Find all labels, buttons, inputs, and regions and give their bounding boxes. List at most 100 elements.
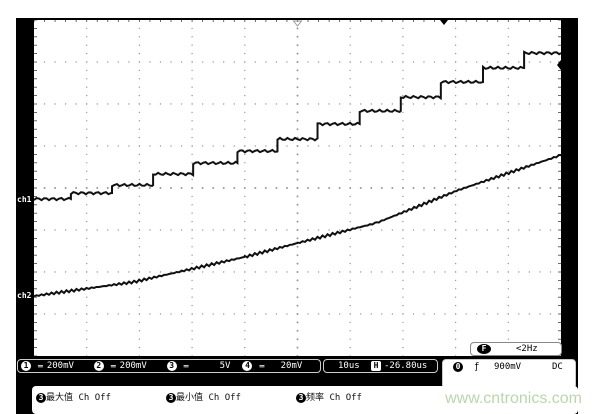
grid-dot (159, 145, 162, 147)
grid-dot (86, 78, 88, 80)
grid-dot (349, 178, 351, 181)
grid-dot (370, 313, 372, 315)
grid-dot (138, 212, 141, 214)
grid-dot (307, 271, 309, 273)
measurement-freq[interactable]: 3 频率 Ch Off (296, 390, 362, 403)
grid-dot (539, 61, 541, 63)
grid-dot (296, 94, 299, 97)
grid-dot (454, 304, 457, 307)
grid-dot (138, 170, 141, 172)
grid-dot (149, 145, 151, 147)
grid-dot (43, 61, 46, 63)
grid-dot (507, 128, 509, 130)
measurement-max[interactable]: 3 最大值 Ch Off (36, 390, 111, 403)
grid-dot (507, 69, 509, 72)
grid-dot (138, 145, 141, 147)
grid-dot (244, 212, 246, 214)
grid-dot (549, 187, 552, 189)
grid-dot (402, 111, 404, 114)
grid-dot (96, 61, 98, 63)
ch3-icon[interactable]: 3 (166, 361, 177, 371)
grid-dot (64, 313, 67, 315)
grid-dot (507, 120, 509, 122)
grid-dot (86, 262, 88, 265)
grid-dot (244, 330, 246, 332)
grid-dot (233, 61, 235, 63)
grid-dot (296, 279, 299, 282)
grid-dot (444, 61, 446, 63)
grid-dot (170, 229, 172, 231)
grid-dot (422, 187, 425, 189)
grid-dot (507, 220, 509, 223)
grid-dot (296, 69, 299, 72)
grid-dot (128, 313, 130, 315)
grid-dot (549, 61, 552, 63)
grid-dot (296, 212, 299, 215)
grid-dot (191, 254, 193, 256)
grid-dot (423, 61, 425, 63)
ch1-scale[interactable]: 200mV (46, 361, 74, 371)
grid-dot (391, 187, 394, 189)
grid-dot (244, 346, 246, 349)
grid-dot (402, 27, 404, 30)
grid-dot (507, 279, 509, 282)
grid-dot (549, 313, 552, 315)
grid-dot (454, 338, 457, 340)
grid-dot (138, 111, 141, 114)
ch2-marker[interactable]: ch2 (17, 291, 32, 300)
grid-dot (497, 61, 499, 63)
grid-dot (296, 170, 299, 173)
grid-dot (359, 187, 362, 189)
grid-dot (244, 279, 246, 282)
grid-dot (75, 103, 77, 105)
grid-dot (149, 271, 151, 273)
grid-dot (223, 61, 225, 63)
grid-dot (402, 313, 404, 315)
grid-dot (86, 170, 88, 172)
grid-dot (475, 145, 478, 147)
grid-dot (349, 237, 351, 240)
grid-dot (349, 212, 351, 214)
grid-dot (107, 145, 109, 147)
measurement-min[interactable]: 3 最小值 Ch Off (166, 390, 241, 403)
grid-dot (507, 338, 509, 340)
grid-dot (54, 103, 56, 105)
grid-dot (360, 145, 362, 147)
filter-indicator[interactable]: F <2Hz (470, 342, 562, 356)
grid-dot (391, 61, 394, 63)
grid-dot (180, 103, 183, 105)
trigger-level-marker-icon (557, 60, 561, 70)
ch4-icon[interactable]: 4 (242, 361, 253, 371)
ch1-marker[interactable]: ch1 (17, 195, 32, 204)
trigger-box[interactable]: 0 ƒ 900mV DC (442, 359, 576, 389)
ch2-icon[interactable]: 2 (93, 361, 104, 371)
grid-dot (191, 36, 193, 38)
grid-dot (370, 229, 372, 231)
grid-dot (454, 94, 457, 97)
grid-dot (138, 271, 141, 273)
grid-dot (138, 44, 141, 46)
grid-dot (96, 313, 98, 315)
grid-dot (201, 145, 204, 147)
grid-dot (381, 229, 383, 231)
grid-dot (423, 271, 425, 273)
grid-dot (349, 153, 351, 156)
ch3-scale[interactable]: 5V (219, 361, 231, 371)
grid-dot (465, 229, 467, 231)
timebase-box[interactable]: 10us H -26.80us (323, 359, 438, 373)
grid-dot (201, 271, 204, 273)
grid-dot (475, 61, 478, 63)
grid-dot (254, 187, 257, 189)
grid-dot (486, 313, 488, 315)
ch1-icon[interactable]: 1 (21, 361, 31, 371)
grid-dot (402, 220, 404, 223)
grid-dot (349, 254, 351, 256)
grid-dot (296, 287, 299, 290)
right-frame (561, 20, 578, 360)
grid-dot (539, 229, 541, 231)
ch2-scale[interactable]: 200mV (119, 361, 147, 371)
grid-dot (391, 103, 394, 105)
grid-dot (149, 313, 151, 315)
grid-dot (349, 204, 351, 206)
ch4-scale[interactable]: 20mV (280, 361, 303, 371)
